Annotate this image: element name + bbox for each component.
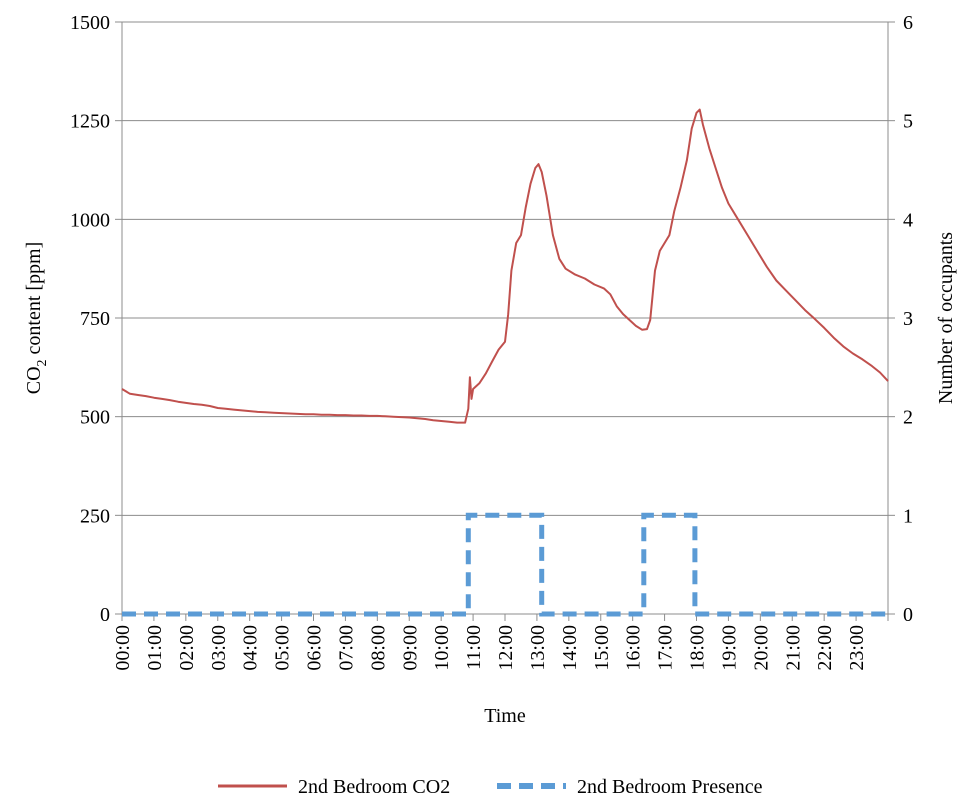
left-tick-label: 0 bbox=[100, 604, 110, 626]
x-tick-label: 06:00 bbox=[304, 625, 326, 671]
x-tick-label: 13:00 bbox=[527, 625, 549, 671]
x-tick-label: 00:00 bbox=[112, 625, 134, 671]
right-tick-label: 5 bbox=[903, 111, 913, 133]
right-axis-ticks: 0 1 2 3 4 5 6 bbox=[888, 12, 913, 626]
left-tick-label: 1500 bbox=[70, 12, 110, 34]
x-tick-label: 02:00 bbox=[176, 625, 198, 671]
legend: 2nd Bedroom CO2 2nd Bedroom Presence bbox=[218, 776, 763, 798]
x-tick-label: 22:00 bbox=[814, 625, 836, 671]
x-tick-label: 04:00 bbox=[240, 625, 262, 671]
x-tick-label: 15:00 bbox=[591, 625, 613, 671]
left-tick-label: 1250 bbox=[70, 111, 110, 133]
left-tick-label: 750 bbox=[80, 308, 110, 330]
legend-label-co2: 2nd Bedroom CO2 bbox=[298, 776, 450, 798]
series-layer bbox=[121, 108, 889, 617]
x-tick-label: 01:00 bbox=[144, 625, 166, 671]
x-tick-label: 07:00 bbox=[335, 625, 357, 671]
left-tick-label: 250 bbox=[80, 505, 110, 527]
series-line-co2 bbox=[121, 108, 889, 424]
x-tick-label: 09:00 bbox=[399, 625, 421, 671]
left-axis-ticks: 0 250 500 750 1000 1250 1500 bbox=[70, 12, 122, 626]
x-tick-label: 03:00 bbox=[208, 625, 230, 671]
series-line-presence bbox=[122, 512, 888, 617]
right-axis-title: Number of occupants bbox=[935, 232, 957, 404]
x-tick-label: 08:00 bbox=[367, 625, 389, 671]
right-tick-label: 4 bbox=[903, 209, 913, 231]
x-tick-label: 17:00 bbox=[655, 625, 677, 671]
right-tick-label: 0 bbox=[903, 604, 913, 626]
x-tick-label: 21:00 bbox=[782, 625, 804, 671]
x-axis-title: Time bbox=[484, 705, 526, 727]
x-tick-label: 18:00 bbox=[687, 625, 709, 671]
legend-label-presence: 2nd Bedroom Presence bbox=[577, 776, 763, 798]
x-tick-label: 12:00 bbox=[495, 625, 517, 671]
left-axis-title: CO2 content [ppm] bbox=[23, 242, 50, 395]
right-tick-label: 6 bbox=[903, 12, 913, 34]
right-tick-label: 1 bbox=[903, 505, 913, 527]
x-tick-label: 05:00 bbox=[272, 625, 294, 671]
x-axis-ticks: 00:00 01:00 02:00 03:00 04:00 05:00 06:00 07:00… bbox=[112, 614, 889, 671]
left-tick-label: 500 bbox=[80, 407, 110, 429]
left-tick-label: 1000 bbox=[70, 209, 110, 231]
subscript-2: 2 bbox=[35, 359, 50, 366]
grid-lines bbox=[122, 21, 888, 516]
x-tick-label: 20:00 bbox=[750, 625, 772, 671]
x-tick-label: 14:00 bbox=[559, 625, 581, 671]
right-tick-label: 3 bbox=[903, 308, 913, 330]
x-tick-label: 23:00 bbox=[846, 625, 868, 671]
x-tick-label: 11:00 bbox=[463, 625, 485, 670]
right-tick-label: 2 bbox=[903, 407, 913, 429]
x-tick-label: 19:00 bbox=[718, 625, 740, 671]
x-tick-label: 16:00 bbox=[623, 625, 645, 671]
x-tick-label: 10:00 bbox=[431, 625, 453, 671]
